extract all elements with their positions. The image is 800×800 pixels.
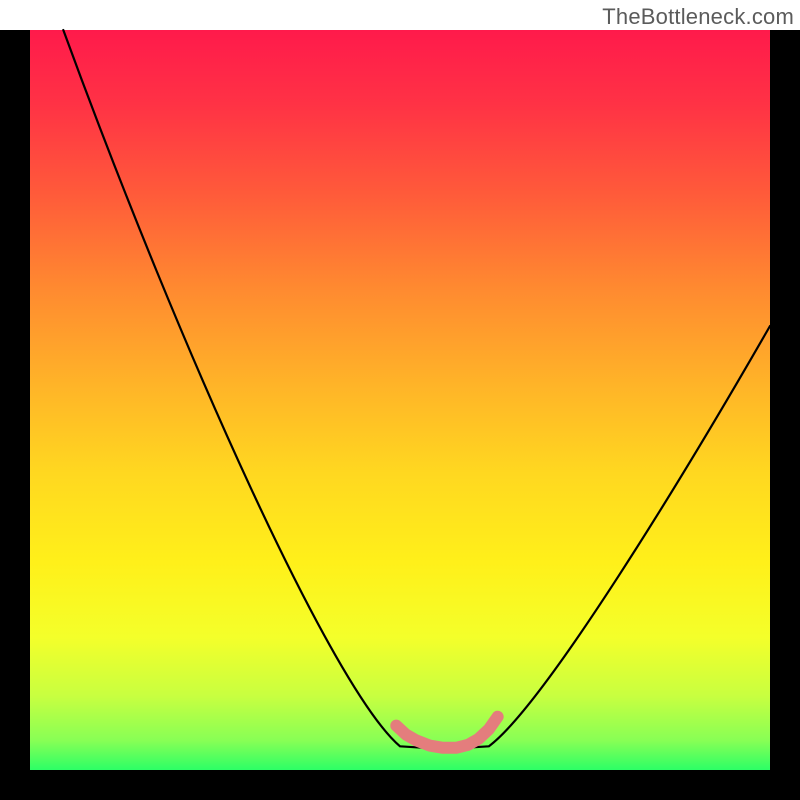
chart-container: TheBottleneck.com: [0, 0, 800, 800]
frame-right: [770, 0, 800, 800]
chart-svg: [0, 0, 800, 800]
frame-bottom: [0, 770, 800, 800]
watermark-text: TheBottleneck.com: [602, 4, 794, 30]
plot-background: [30, 30, 770, 770]
frame-left: [0, 0, 30, 800]
